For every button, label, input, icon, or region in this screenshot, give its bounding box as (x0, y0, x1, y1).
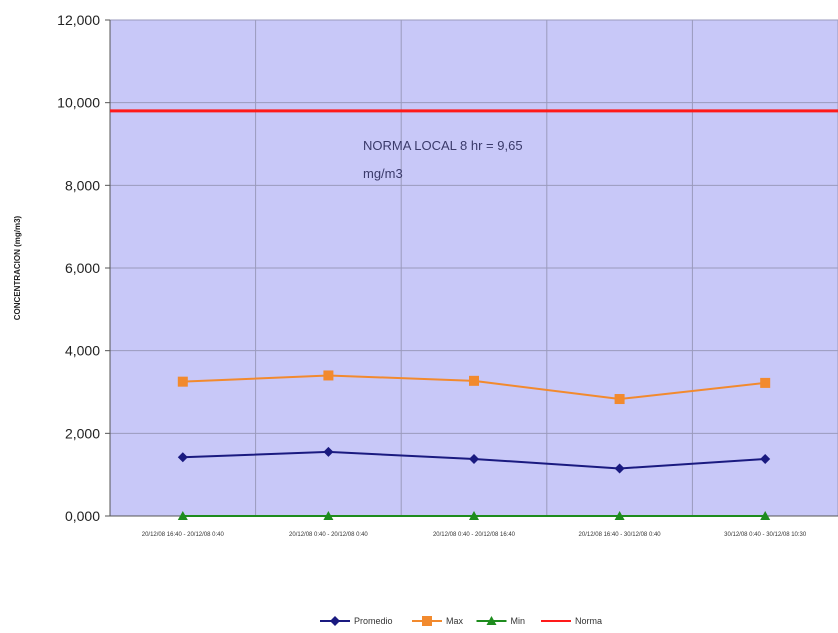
point-promedio (760, 453, 771, 464)
point-promedio (614, 463, 625, 474)
y-axis-label: CONCENTRACION (mg/m3) (13, 215, 22, 320)
legend-label: Promedio (354, 616, 393, 626)
x-tick-label: 20/12/08 0:40 - 20/12/08 16:40 (433, 532, 516, 538)
x-tick-label: 20/12/08 16:40 - 20/12/08 0:40 (142, 532, 225, 538)
point-promedio (323, 446, 334, 457)
series-min (177, 511, 771, 520)
legend-marker (422, 616, 432, 626)
legend-label: Norma (575, 616, 602, 626)
y-tick-label: 6,000 (65, 260, 100, 276)
legend: Promedio Max Min Norma (320, 616, 602, 626)
point-max (469, 375, 479, 386)
y-tick-label: 4,000 (65, 343, 100, 359)
point-min (323, 511, 334, 520)
point-min (614, 511, 625, 520)
y-tick-label: 8,000 (65, 177, 100, 193)
legend-item-promedio: Promedio (320, 616, 393, 626)
point-max (614, 394, 625, 405)
y-tick-label: 10,000 (57, 95, 100, 111)
x-tick-label: 20/12/08 0:40 - 20/12/08 0:40 (289, 532, 368, 538)
point-promedio (469, 453, 479, 464)
point-max (760, 377, 771, 388)
point-max (177, 376, 188, 387)
point-min (469, 511, 479, 520)
y-tick-label: 0,000 (65, 508, 100, 524)
x-axis: 20/12/08 16:40 - 20/12/08 0:40 20/12/08 0… (142, 532, 807, 538)
legend-marker (330, 616, 340, 626)
series-layer (177, 370, 771, 520)
point-promedio (177, 452, 188, 463)
annotation-line-1: NORMA LOCAL 8 hr = 9,65 (363, 138, 523, 153)
point-max (323, 370, 334, 381)
annotation-line-2: mg/m3 (363, 166, 403, 181)
legend-item-norma: Norma (541, 616, 602, 626)
legend-marker (486, 616, 497, 625)
point-min (177, 511, 188, 520)
legend-item-max: Max (412, 616, 464, 626)
y-tick-label: 12,000 (57, 12, 100, 28)
series-max (177, 370, 771, 405)
series-promedio (177, 446, 771, 474)
x-tick-label: 30/12/08 0:40 - 30/12/08 10:30 (724, 532, 807, 538)
legend-label: Max (446, 616, 464, 626)
legend-item-min: Min (476, 616, 526, 626)
legend-label: Min (511, 616, 526, 626)
point-min (760, 511, 771, 520)
y-tick-label: 2,000 (65, 425, 100, 441)
x-tick-label: 20/12/08 16:40 - 30/12/08 0:40 (579, 532, 662, 538)
